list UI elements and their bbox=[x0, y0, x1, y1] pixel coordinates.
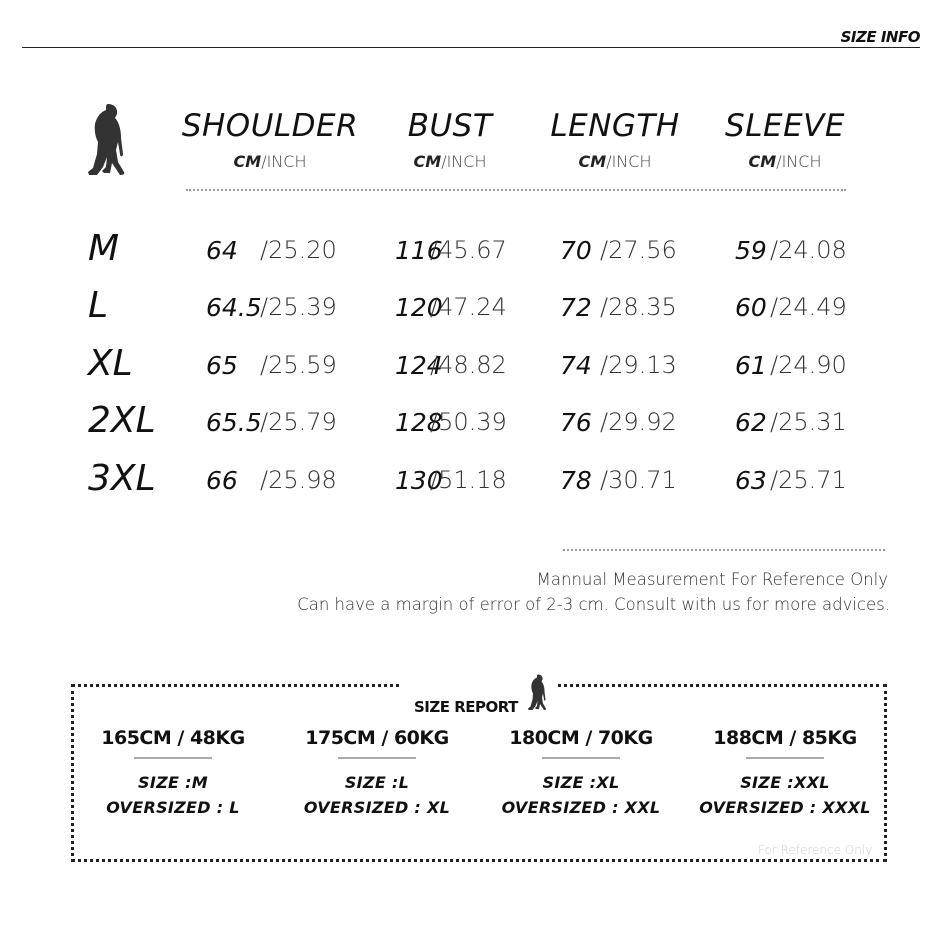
report-oversized: OVERSIZED : XXXL bbox=[699, 798, 871, 817]
report-body-measure: 165CM / 48KG bbox=[101, 727, 245, 749]
cm-value: 128 bbox=[395, 408, 443, 437]
inch-value: /29.13 bbox=[600, 351, 677, 379]
cm-value: 63 bbox=[735, 466, 767, 495]
inch-value: /25.20 bbox=[260, 236, 337, 264]
walking-ape-icon bbox=[88, 104, 125, 175]
size-label: M bbox=[88, 228, 120, 269]
cm-value: 64.5 bbox=[206, 293, 262, 322]
inch-value: /25.59 bbox=[260, 351, 337, 379]
cm-value: 66 bbox=[206, 466, 238, 495]
page-title: SIZE INFO bbox=[840, 28, 921, 46]
inch-value: /45.67 bbox=[430, 236, 507, 264]
inch-value: /24.90 bbox=[770, 351, 847, 379]
report-underline bbox=[746, 757, 824, 759]
cm-value: 120 bbox=[395, 293, 443, 322]
inch-value: /25.79 bbox=[260, 408, 337, 436]
report-body-measure: 180CM / 70KG bbox=[509, 727, 653, 749]
note-divider bbox=[563, 549, 885, 551]
inch-value: /25.71 bbox=[770, 466, 847, 494]
inch-value: /50.39 bbox=[430, 408, 507, 436]
report-oversized: OVERSIZED : L bbox=[106, 798, 240, 817]
column-header: LENGTH bbox=[550, 108, 680, 144]
cm-value: 65 bbox=[206, 351, 238, 380]
cm-value: 74 bbox=[560, 351, 592, 380]
size-label: 3XL bbox=[88, 458, 156, 499]
column-unit: CM/INCH bbox=[234, 152, 307, 171]
divider bbox=[22, 47, 920, 48]
inch-value: /47.24 bbox=[430, 293, 507, 321]
column-unit: CM/INCH bbox=[579, 152, 652, 171]
report-size: SIZE :M bbox=[138, 773, 208, 792]
report-size: SIZE :XXL bbox=[740, 773, 830, 792]
unit-cm: CM bbox=[578, 152, 607, 171]
cm-value: 60 bbox=[735, 293, 767, 322]
report-size: SIZE :L bbox=[344, 773, 410, 792]
inch-value: /29.92 bbox=[600, 408, 677, 436]
header-divider bbox=[186, 189, 846, 191]
cm-value: 130 bbox=[395, 466, 443, 495]
report-body-measure: 175CM / 60KG bbox=[305, 727, 449, 749]
inch-value: /25.31 bbox=[770, 408, 847, 436]
column-unit: CM/INCH bbox=[414, 152, 487, 171]
unit-inch: /INCH bbox=[441, 152, 487, 171]
size-label: XL bbox=[88, 343, 133, 384]
inch-value: /51.18 bbox=[430, 466, 507, 494]
cm-value: 124 bbox=[395, 351, 443, 380]
cm-value: 78 bbox=[560, 466, 592, 495]
inch-value: /25.39 bbox=[260, 293, 337, 321]
column-unit: CM/INCH bbox=[749, 152, 822, 171]
cm-value: 61 bbox=[735, 351, 767, 380]
unit-cm: CM bbox=[413, 152, 442, 171]
cm-value: 76 bbox=[560, 408, 592, 437]
cm-value: 116 bbox=[395, 236, 443, 265]
cm-value: 59 bbox=[735, 236, 767, 265]
size-label: 2XL bbox=[88, 400, 156, 441]
note-line-2: Can have a margin of error of 2-3 cm. Co… bbox=[297, 595, 890, 614]
inch-value: /24.49 bbox=[770, 293, 847, 321]
size-label: L bbox=[88, 285, 109, 326]
reference-footnote: For Reference Only bbox=[758, 843, 873, 857]
report-underline bbox=[134, 757, 212, 759]
size-report-label: SIZE REPORT bbox=[414, 698, 518, 716]
cm-value: 62 bbox=[735, 408, 767, 437]
report-underline bbox=[542, 757, 620, 759]
unit-inch: /INCH bbox=[261, 152, 307, 171]
report-size: SIZE :XL bbox=[542, 773, 620, 792]
inch-value: /24.08 bbox=[770, 236, 847, 264]
column-header: BUST bbox=[407, 108, 493, 144]
report-body-measure: 188CM / 85KG bbox=[713, 727, 857, 749]
inch-value: /25.98 bbox=[260, 466, 337, 494]
column-header: SLEEVE bbox=[725, 108, 845, 144]
unit-inch: /INCH bbox=[606, 152, 652, 171]
inch-value: /28.35 bbox=[600, 293, 677, 321]
report-oversized: OVERSIZED : XL bbox=[303, 798, 451, 817]
inch-value: /30.71 bbox=[600, 466, 677, 494]
cm-value: 64 bbox=[206, 236, 238, 265]
cm-value: 70 bbox=[560, 236, 592, 265]
walking-ape-icon bbox=[527, 674, 546, 710]
inch-value: /48.82 bbox=[430, 351, 507, 379]
note-line-1: Mannual Measurement For Reference Only bbox=[536, 570, 888, 589]
report-oversized: OVERSIZED : XXL bbox=[501, 798, 661, 817]
inch-value: /27.56 bbox=[600, 236, 677, 264]
unit-inch: /INCH bbox=[776, 152, 822, 171]
size-report-title: SIZE REPORT bbox=[400, 672, 555, 718]
report-underline bbox=[338, 757, 416, 759]
column-header: SHOULDER bbox=[181, 108, 359, 144]
unit-cm: CM bbox=[748, 152, 777, 171]
unit-cm: CM bbox=[233, 152, 262, 171]
cm-value: 72 bbox=[560, 293, 592, 322]
cm-value: 65.5 bbox=[206, 408, 262, 437]
